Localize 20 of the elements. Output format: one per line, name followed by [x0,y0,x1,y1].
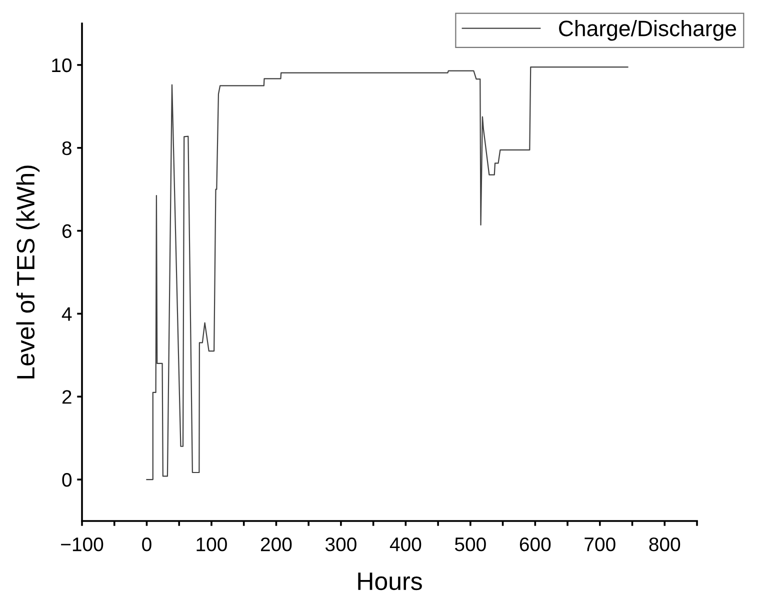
line-series [146,66,628,480]
x-tick-label: 600 [520,537,551,552]
y-tick-label: 0 [62,473,72,487]
x-tick-label: 0 [142,537,152,552]
y-tick-label: 8 [62,141,72,156]
x-tick-label: 400 [390,537,422,552]
x-axis-title: Hours [358,572,422,590]
x-tick-label: −100 [61,537,104,552]
x-tick-label: 500 [454,537,486,552]
y-axis-title: Level of TES (kWh) [16,166,40,378]
x-tick-label: 100 [196,537,227,552]
x-tick-label: 800 [649,537,680,552]
x-tick-label: 300 [325,537,356,552]
y-tick-label: 6 [62,224,72,238]
y-tick-label: 2 [62,390,72,404]
legend-label: Charge/Discharge [559,20,736,41]
y-tick-label: 4 [62,307,72,321]
x-tick-label: 200 [260,537,292,552]
x-tick-label: 700 [584,537,616,552]
y-tick-label: 10 [52,58,72,72]
